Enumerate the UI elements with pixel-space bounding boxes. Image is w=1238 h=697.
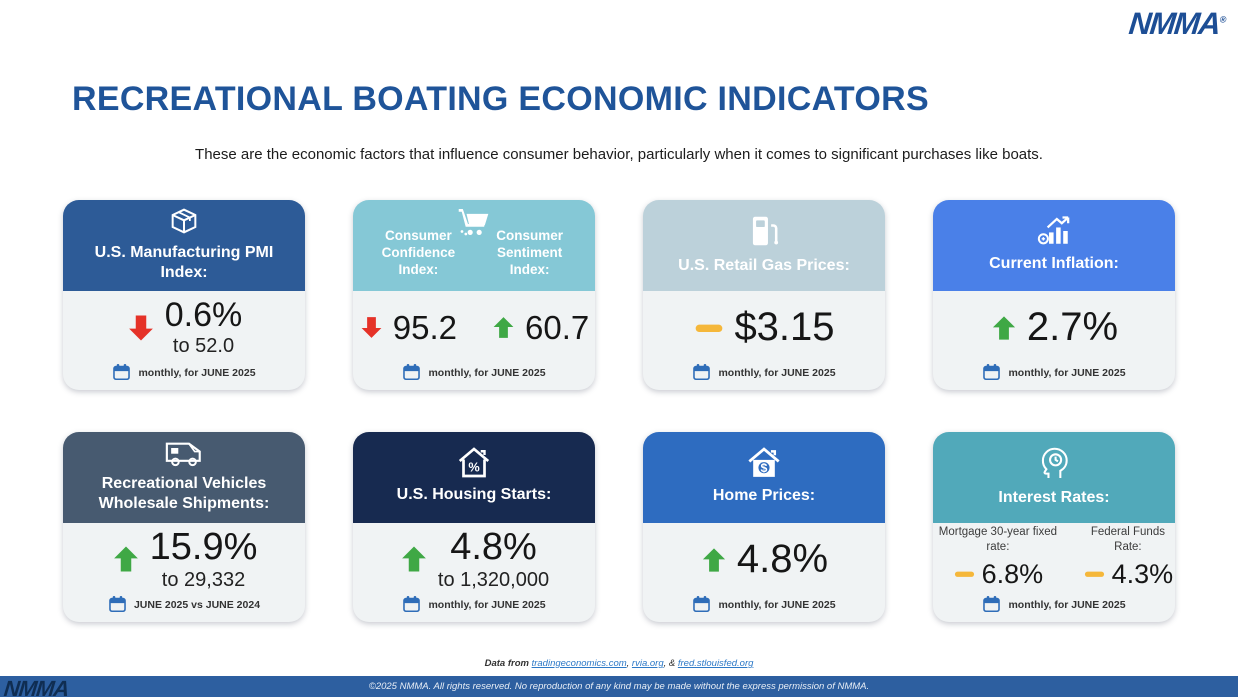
metric-value: $3.15 — [734, 305, 835, 349]
card-title: Recreational Vehicles Wholesale Shipment… — [98, 474, 270, 512]
package-icon — [167, 205, 201, 237]
card-rv-shipments: Recreational Vehicles Wholesale Shipment… — [63, 432, 305, 622]
head-clock-icon — [1034, 444, 1074, 482]
card-title: Current Inflation: — [989, 254, 1119, 272]
source-link-rvia[interactable]: rvia.org — [631, 658, 664, 669]
card-home-prices: $ Home Prices: 4.8% monthly, for JUNE 20… — [643, 432, 885, 622]
metric-value: 6.8% — [981, 558, 1044, 589]
page-title: RECREATIONAL BOATING ECONOMIC INDICATORS — [72, 80, 929, 118]
calendar-icon — [692, 363, 711, 382]
period-label: monthly, for JUNE 2025 — [718, 366, 836, 379]
trend-down-icon — [359, 315, 384, 340]
calendar-icon — [402, 595, 421, 614]
card-title: U.S. Housing Starts: — [396, 486, 552, 503]
data-source-line: Data from tradingeconomics.com, rvia.org… — [0, 658, 1238, 669]
indicator-grid: U.S. Manufacturing PMI Index: 0.6% to 52… — [63, 200, 1175, 622]
metric-value: 95.2 — [392, 308, 457, 346]
trend-up-icon — [399, 544, 429, 574]
nmma-logo-bottom: NMMA — [2, 676, 70, 697]
metric-value: 4.3% — [1111, 558, 1174, 589]
house-dollar-icon: $ — [745, 446, 783, 480]
source-separator: , & — [663, 658, 678, 669]
metric-subvalue: to 1,320,000 — [437, 568, 550, 591]
calendar-icon — [982, 363, 1001, 382]
calendar-icon — [108, 595, 127, 614]
card-title-left: Consumer Confidence Index: — [381, 228, 456, 277]
period-label: monthly, for JUNE 2025 — [1008, 366, 1126, 379]
fuel-pump-icon — [744, 212, 784, 250]
rate-label-fed-funds: Federal Funds Rate: — [1090, 526, 1165, 553]
period-label: monthly, for JUNE 2025 — [1008, 598, 1126, 611]
svg-text:%: % — [468, 460, 479, 475]
card-title: Interest Rates: — [998, 488, 1110, 506]
period-label: monthly, for JUNE 2025 — [428, 366, 546, 379]
trend-flat-icon — [1083, 565, 1106, 583]
trend-up-icon — [491, 315, 516, 340]
nmma-logo-top: NMMA® — [1127, 6, 1228, 42]
rate-label-mortgage: Mortgage 30-year fixed rate: — [938, 526, 1058, 553]
period-label: monthly, for JUNE 2025 — [138, 366, 256, 379]
house-percent-icon: % — [456, 446, 492, 479]
metric-subvalue: to 52.0 — [172, 334, 235, 357]
card-title-right: Consumer Sentiment Index: — [496, 228, 564, 277]
card-title: U.S. Manufacturing PMI Index: — [94, 243, 274, 281]
card-manufacturing-pmi: U.S. Manufacturing PMI Index: 0.6% to 52… — [63, 200, 305, 390]
card-current-inflation: Current Inflation: 2.7% monthly, for JUN… — [933, 200, 1175, 390]
rv-icon — [164, 438, 204, 468]
copyright-text: ©2025 NMMA. All rights reserved. No repr… — [368, 681, 870, 692]
card-interest-rates: Interest Rates: Mortgage 30-year fixed r… — [933, 432, 1175, 622]
metric-value: 4.8% — [450, 526, 537, 569]
trend-flat-icon — [953, 565, 976, 583]
source-link-tradingeconomics[interactable]: tradingeconomics.com — [531, 658, 627, 669]
source-prefix: Data from — [484, 658, 532, 669]
trend-flat-icon — [693, 316, 725, 340]
source-separator: , — [626, 658, 632, 669]
card-title: Home Prices: — [712, 486, 816, 504]
trend-up-icon — [990, 314, 1018, 342]
nmma-logo-text: NMMA — [1127, 6, 1222, 41]
metric-value: 2.7% — [1026, 305, 1119, 349]
calendar-icon — [112, 363, 131, 382]
card-gas-prices: U.S. Retail Gas Prices: $3.15 monthly, f… — [643, 200, 885, 390]
card-consumer-indices: Consumer Confidence Index: Consumer Sent… — [353, 200, 595, 390]
shopping-cart-icon — [456, 207, 492, 237]
trend-up-icon — [700, 546, 728, 574]
metric-value: 15.9% — [149, 526, 258, 569]
inflation-chart-icon — [1035, 214, 1073, 248]
svg-text:$: $ — [761, 460, 768, 474]
metric-subvalue: to 29,332 — [161, 568, 246, 591]
calendar-icon — [982, 595, 1001, 614]
period-label: monthly, for JUNE 2025 — [718, 598, 836, 611]
trend-up-icon — [111, 544, 141, 574]
trend-down-icon — [126, 313, 156, 343]
bottom-bar: ©2025 NMMA. All rights reserved. No repr… — [0, 676, 1238, 697]
period-label: monthly, for JUNE 2025 — [428, 598, 546, 611]
period-label: JUNE 2025 vs JUNE 2024 — [133, 598, 261, 611]
source-link-fred[interactable]: fred.stlouisfed.org — [677, 658, 754, 669]
page-subtitle: These are the economic factors that infl… — [195, 146, 1043, 163]
card-housing-starts: % U.S. Housing Starts: 4.8% to 1,320,000 — [353, 432, 595, 622]
calendar-icon — [692, 595, 711, 614]
metric-value: 4.8% — [736, 537, 829, 581]
registered-mark: ® — [1219, 14, 1227, 25]
card-title: U.S. Retail Gas Prices: — [678, 256, 850, 274]
calendar-icon — [402, 363, 421, 382]
metric-value: 0.6% — [164, 296, 243, 335]
metric-value: 60.7 — [525, 308, 590, 346]
